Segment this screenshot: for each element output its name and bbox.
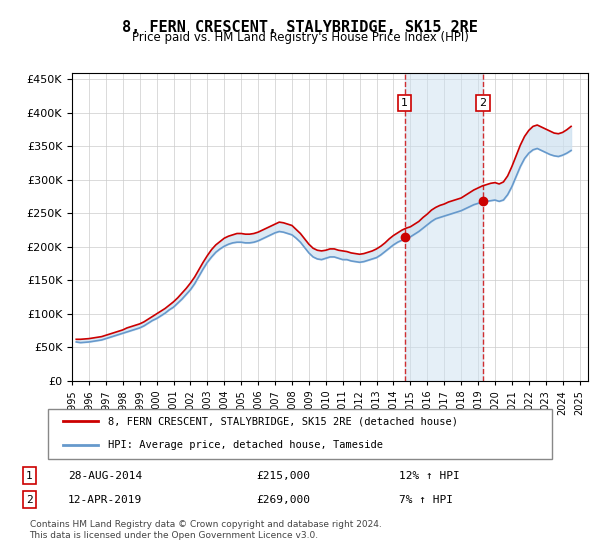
Text: 2: 2 [26, 495, 33, 505]
Text: Price paid vs. HM Land Registry's House Price Index (HPI): Price paid vs. HM Land Registry's House … [131, 31, 469, 44]
Text: 8, FERN CRESCENT, STALYBRIDGE, SK15 2RE: 8, FERN CRESCENT, STALYBRIDGE, SK15 2RE [122, 20, 478, 35]
Text: 7% ↑ HPI: 7% ↑ HPI [400, 495, 454, 505]
Text: 1: 1 [401, 98, 408, 108]
Text: 8, FERN CRESCENT, STALYBRIDGE, SK15 2RE (detached house): 8, FERN CRESCENT, STALYBRIDGE, SK15 2RE … [109, 417, 458, 426]
Bar [404, 73, 483, 381]
Text: 28-AUG-2014: 28-AUG-2014 [68, 470, 142, 480]
Text: HPI: Average price, detached house, Tameside: HPI: Average price, detached house, Tame… [109, 440, 383, 450]
Text: 12% ↑ HPI: 12% ↑ HPI [400, 470, 460, 480]
Text: Contains HM Land Registry data © Crown copyright and database right 2024.
This d: Contains HM Land Registry data © Crown c… [29, 520, 381, 540]
Text: £215,000: £215,000 [256, 470, 310, 480]
FancyBboxPatch shape [48, 409, 552, 459]
Text: 12-APR-2019: 12-APR-2019 [68, 495, 142, 505]
Text: 2: 2 [479, 98, 487, 108]
Text: £269,000: £269,000 [256, 495, 310, 505]
Text: 1: 1 [26, 470, 33, 480]
